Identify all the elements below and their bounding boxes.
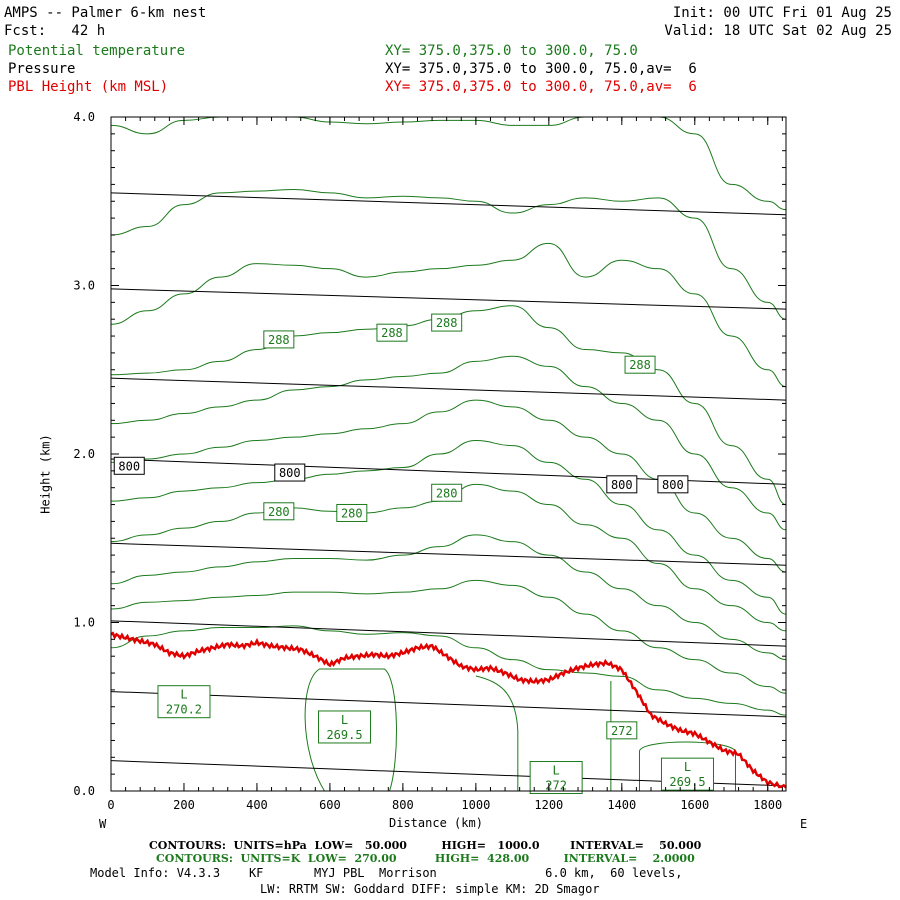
theta-label: 288 [436, 316, 458, 330]
field-xy-pbl: XY= 375.0,375.0 to 300.0, 75.0,av= 6 [385, 79, 697, 95]
pressure-label-box [113, 456, 145, 475]
theta-label: 272 [611, 724, 633, 738]
theta-contours [110, 116, 787, 792]
extremum-mark: L [341, 713, 348, 727]
y-tick-label: 2.0 [73, 447, 95, 461]
extremum-box [660, 757, 714, 791]
x-tick-label: 600 [319, 798, 341, 812]
theta-label-box [431, 483, 463, 502]
valid-time: Valid: 18 UTC Sat 02 Aug 25 [664, 23, 892, 39]
y-tick-label: 4.0 [73, 110, 95, 124]
extremum-value: 272 [545, 779, 567, 793]
pressure-label-box [274, 463, 306, 482]
pressure-contours [110, 192, 787, 787]
chart-title: AMPS -- Palmer 6-km nest [4, 5, 207, 21]
pressure-label: 800 [611, 478, 633, 492]
theta-label: 288 [629, 358, 651, 372]
theta-closed-contour [304, 668, 397, 792]
theta-closed-contour [638, 741, 736, 791]
extremum-value: 269.5 [669, 775, 705, 789]
footer-model-info: Model Info: V4.3.3 KF MYJ PBL Morrison 6… [90, 866, 683, 880]
field-name-theta: Potential temperature [8, 43, 186, 59]
theta-label: 280 [436, 486, 458, 500]
x-tick-label: 800 [392, 798, 414, 812]
pbl-height-line [110, 631, 787, 789]
west-label: W [99, 817, 107, 831]
axes: 0 200 400 600 800 1000 1200 1400 1600 1800 0.0 1.0 2… [73, 110, 787, 812]
x-tick-label: 1200 [534, 798, 563, 812]
theta-contour-line [110, 483, 787, 632]
extremum-value: 269.5 [326, 728, 362, 742]
field-xy-theta: XY= 375.0,375.0 to 300.0, 75.0 [385, 43, 638, 59]
theta-label-box [624, 355, 656, 374]
forecast-hour: Fcst: 42 h [4, 23, 106, 39]
pressure-label: 800 [662, 478, 684, 492]
theta-label-box [606, 721, 638, 740]
x-axis-label: Distance (km) [389, 816, 483, 830]
footer-model-info-2: LW: RRTM SW: Goddard DIFF: simple KM: 2D… [260, 882, 600, 896]
extremum-mark: L [180, 688, 187, 702]
theta-label: 280 [268, 505, 290, 519]
theta-contour-line [110, 188, 787, 320]
x-tick-label: 0 [107, 798, 114, 812]
footer-theta-contours: CONTOURS: UNITS=K LOW= 270.00 HIGH= 428.… [156, 852, 695, 865]
theta-contour-line [110, 534, 787, 661]
field-xy-pressure: XY= 375.0,375.0 to 300.0, 75.0,av= 6 [385, 61, 697, 77]
field-name-pressure: Pressure [8, 61, 76, 77]
pressure-contour-line [110, 288, 787, 310]
x-tick-label: 400 [246, 798, 268, 812]
theta-contour-line [110, 579, 787, 694]
pbl-height-layer [110, 631, 787, 789]
theta-label-box [376, 323, 408, 342]
y-tick-label: 0.0 [73, 784, 95, 798]
extremum-mark: L [684, 760, 691, 774]
pressure-label-box [657, 475, 689, 494]
pressure-label: 800 [279, 466, 301, 480]
init-time: Init: 00 UTC Fri 01 Aug 25 [672, 5, 892, 21]
extremum-value: 270.2 [166, 703, 202, 717]
x-tick-label: 1400 [607, 798, 636, 812]
pressure-contour-line [110, 542, 787, 566]
extremum-mark: L [553, 764, 560, 778]
theta-contour-line [110, 355, 787, 531]
x-tick-label: 1000 [461, 798, 490, 812]
theta-closed-contour [475, 675, 519, 791]
y-tick-label: 1.0 [73, 616, 95, 630]
footer-pressure-contours: CONTOURS: UNITS=hPa LOW= 50.000 HIGH= 10… [149, 839, 702, 852]
theta-label-box [263, 502, 295, 521]
extremum-box [318, 710, 372, 744]
theta-contour-line [110, 440, 787, 615]
extremum-box [529, 761, 583, 795]
theta-label-box [431, 313, 463, 332]
theta-contour-line [110, 242, 787, 388]
pressure-contour-line [110, 691, 787, 718]
east-label: E [800, 817, 808, 831]
y-axis-label: Height (km) [38, 434, 53, 514]
x-tick-label: 200 [173, 798, 195, 812]
pressure-label-box [606, 475, 638, 494]
field-name-pbl: PBL Height (km MSL) [8, 79, 169, 95]
pressure-label: 800 [118, 459, 140, 473]
theta-label-box [336, 503, 368, 522]
extremum-box [157, 685, 211, 719]
theta-label: 280 [341, 506, 363, 520]
pressure-contour-line [110, 620, 787, 647]
theta-label: 288 [268, 333, 290, 347]
pressure-contour-line [110, 192, 787, 216]
theta-contour-line [110, 305, 787, 506]
theta-label: 288 [381, 326, 403, 340]
pressure-contour-line [110, 377, 787, 401]
plot-frame [110, 116, 787, 792]
x-tick-label: 1600 [680, 798, 709, 812]
y-tick-label: 3.0 [73, 279, 95, 293]
theta-label-box [263, 330, 295, 349]
theta-contour-line [110, 625, 787, 716]
theta-contour-line [110, 399, 787, 573]
x-tick-label: 1800 [753, 798, 782, 812]
